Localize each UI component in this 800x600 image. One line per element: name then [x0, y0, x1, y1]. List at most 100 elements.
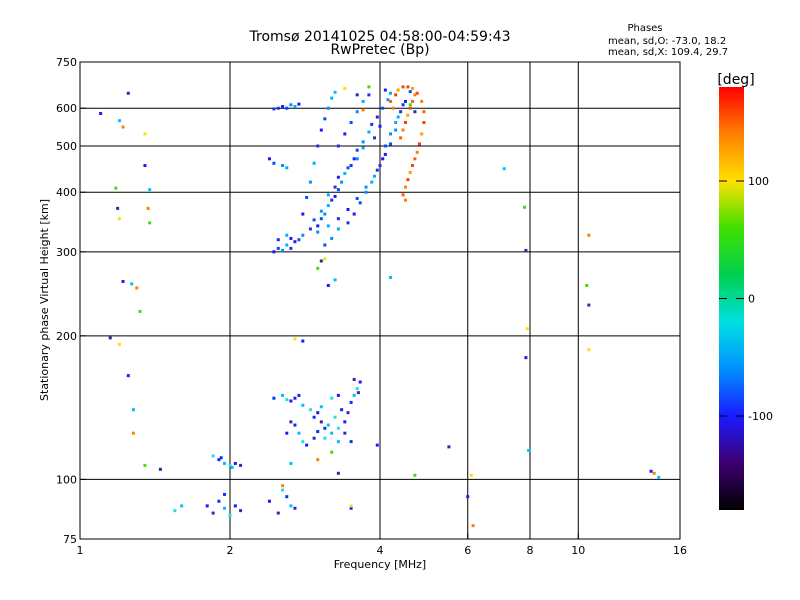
echo-point	[297, 102, 301, 106]
echo-point	[399, 136, 403, 140]
echo-point	[355, 93, 359, 97]
echo-point	[293, 423, 297, 427]
echo-point	[285, 398, 289, 402]
echo-point	[305, 195, 309, 199]
echo-point	[146, 206, 150, 210]
echo-point	[336, 188, 340, 192]
echo-point	[524, 356, 528, 360]
echo-point	[297, 393, 301, 397]
echo-point	[116, 206, 120, 210]
echo-point	[370, 180, 374, 184]
echo-point	[370, 122, 374, 126]
echo-point	[355, 197, 359, 201]
colorbar-label: [deg]	[717, 72, 754, 88]
echo-point	[211, 454, 215, 458]
x-axis-label: Frequency [MHz]	[334, 558, 426, 571]
echo-point	[649, 469, 653, 473]
echo-point	[367, 130, 371, 134]
echo-point	[336, 217, 340, 221]
echo-point	[114, 186, 118, 190]
x-tick-label: 2	[227, 544, 234, 557]
echo-point	[587, 233, 591, 237]
echo-point	[408, 170, 412, 174]
echo-point	[525, 327, 529, 331]
echo-point	[276, 246, 280, 250]
echo-point	[403, 185, 407, 189]
x-axis-ticks: 1 2 4 6 8 10 16	[77, 533, 687, 557]
echo-point	[319, 405, 323, 409]
echo-point	[319, 217, 323, 221]
echo-point	[316, 458, 320, 462]
echo-point	[355, 157, 359, 161]
echo-point	[267, 157, 271, 161]
echo-point	[180, 504, 184, 508]
y-tick-label: 75	[63, 533, 77, 546]
echo-point	[326, 204, 330, 208]
echo-point	[411, 164, 415, 168]
echo-point	[336, 393, 340, 397]
echo-point	[117, 217, 121, 221]
echo-point	[131, 408, 135, 412]
echo-point	[523, 205, 527, 209]
echo-point	[326, 193, 330, 197]
echo-point	[305, 443, 309, 447]
echo-point	[205, 504, 209, 508]
chart-title: Tromsø 20141025 04:58:00-04:59:43	[249, 29, 511, 45]
echo-point	[312, 161, 316, 165]
echo-point	[121, 279, 125, 283]
echo-point	[375, 168, 379, 172]
echo-point	[399, 110, 403, 114]
echo-point	[466, 495, 470, 499]
echo-point	[401, 128, 405, 132]
echo-point	[285, 495, 289, 499]
x-tick-label: 6	[464, 544, 471, 557]
echo-point	[316, 224, 320, 228]
echo-point	[121, 125, 125, 129]
echo-point	[401, 85, 405, 89]
echo-point	[281, 164, 285, 168]
echo-point	[308, 408, 312, 412]
echo-point	[323, 426, 327, 430]
echo-point	[323, 243, 327, 247]
echo-point	[217, 499, 221, 503]
echo-point	[383, 152, 387, 156]
echo-point	[336, 227, 340, 231]
echo-point	[349, 506, 353, 510]
legend-x-stats: mean, sd,X: 109.4, 29.7	[608, 47, 728, 58]
echo-point	[381, 106, 385, 110]
echo-point	[406, 113, 410, 117]
echo-point	[585, 283, 589, 287]
legend-title: Phases	[627, 23, 662, 34]
grid-lines	[80, 62, 680, 539]
echo-point	[276, 106, 280, 110]
echo-point	[447, 445, 451, 449]
echo-point	[358, 201, 362, 205]
echo-point	[130, 282, 134, 286]
echo-point	[333, 185, 337, 189]
echo-point	[289, 399, 293, 403]
echo-point	[389, 99, 393, 103]
echo-point	[316, 144, 320, 148]
echo-point	[422, 121, 426, 125]
echo-point	[378, 124, 382, 128]
echo-point	[367, 93, 371, 97]
echo-point	[289, 103, 293, 107]
echo-point	[413, 473, 417, 477]
echo-point	[411, 86, 415, 90]
echo-point	[143, 164, 147, 168]
echo-point	[272, 161, 276, 165]
echo-point	[336, 440, 340, 444]
echo-point	[308, 180, 312, 184]
echo-point	[293, 240, 297, 244]
echo-point	[413, 93, 417, 97]
echo-point	[361, 99, 365, 103]
echo-point	[293, 337, 297, 341]
y-tick-label: 400	[56, 186, 77, 199]
echo-point	[217, 458, 221, 462]
echo-point	[233, 504, 237, 508]
echo-point	[401, 193, 405, 197]
echo-point	[319, 259, 323, 263]
echo-point	[420, 132, 424, 136]
echo-point	[352, 212, 356, 216]
